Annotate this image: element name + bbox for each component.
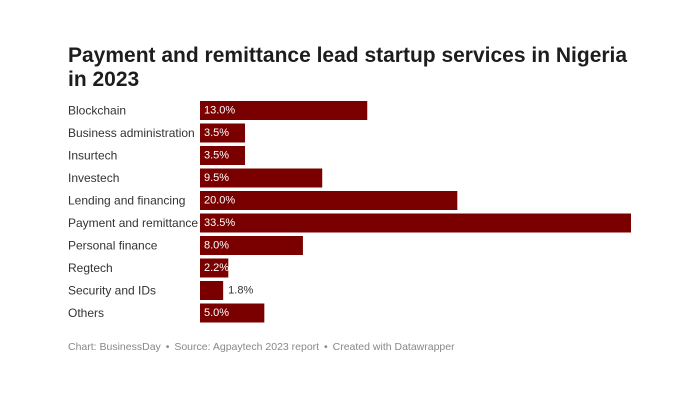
bar-others — [200, 303, 265, 323]
bar-lending-and-financing — [200, 191, 458, 210]
category-label-personal-finance: Personal finance — [68, 239, 158, 253]
category-label-others: Others — [68, 306, 104, 320]
bar-regtech — [200, 258, 229, 278]
category-label-insurtech: Insurtech — [68, 149, 117, 163]
category-labels: Blockchain Business administration Insurte… — [68, 104, 198, 321]
chart-title: Payment and remittance lead startup serv… — [68, 44, 628, 91]
category-label-regtech: Regtech — [68, 261, 113, 275]
value-label-lending-and-financing: 20.0% — [204, 195, 235, 207]
value-label-payment-and-remittance: 33.5% — [204, 217, 235, 229]
footer-separator: • — [165, 341, 170, 353]
value-label-security-and-ids: 1.8% — [228, 285, 253, 297]
category-label-business-administration: Business administration — [68, 126, 195, 140]
bar-investech — [200, 168, 323, 188]
bar-payment-and-remittance — [200, 213, 631, 233]
value-label-blockchain: 13.0% — [204, 105, 235, 117]
bar-security-and-ids — [200, 281, 224, 300]
value-label-personal-finance: 8.0% — [204, 240, 229, 252]
category-label-investech: Investech — [68, 171, 119, 185]
chart-source: Source: Agpaytech 2023 report — [174, 341, 320, 353]
value-label-others: 5.0% — [204, 307, 229, 319]
bar-blockchain — [200, 101, 368, 120]
chart-credit: Chart: BusinessDay — [68, 341, 161, 353]
bar-business-administration — [200, 123, 246, 143]
chart-created-with: Created with Datawrapper — [332, 341, 455, 353]
category-label-lending-and-financing: Lending and financing — [68, 194, 185, 208]
footer-separator: • — [324, 341, 328, 353]
value-labels: 13.0% 3.5% 3.5% 9.5% 20.0% 33.5% 8.0% 2.2% 1.8% 5… — [204, 105, 253, 320]
value-label-investech: 9.5% — [204, 172, 229, 184]
category-label-blockchain: Blockchain — [68, 104, 126, 118]
bar-personal-finance — [200, 236, 303, 255]
bars — [200, 101, 631, 323]
value-label-regtech: 2.2% — [204, 262, 229, 274]
category-label-security-and-ids: Security and IDs — [68, 284, 156, 298]
category-label-payment-and-remittance: Payment and remittance — [68, 216, 198, 230]
chart-footer: Chart: BusinessDay • Source: Agpaytech 2… — [68, 341, 455, 353]
value-label-business-administration: 3.5% — [204, 127, 229, 139]
bar-insurtech — [200, 146, 246, 165]
value-label-insurtech: 3.5% — [204, 150, 229, 162]
